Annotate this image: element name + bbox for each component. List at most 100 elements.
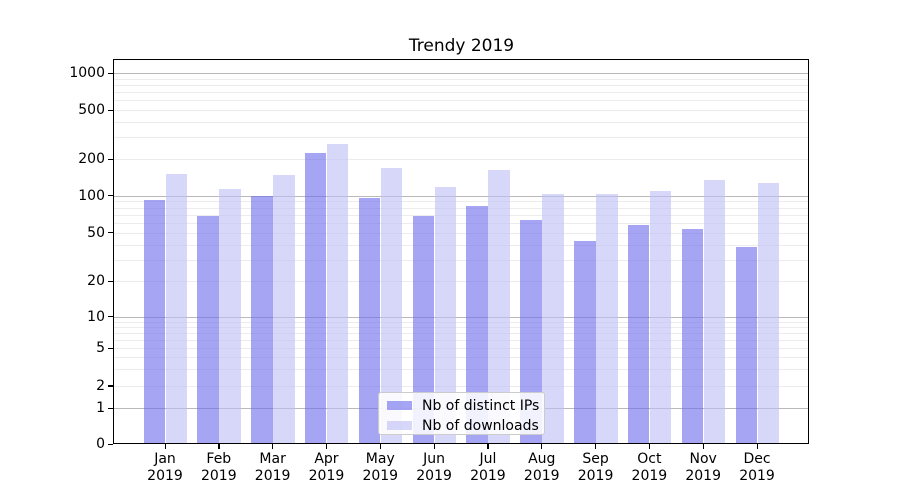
x-tick-label-jan-2019: Jan 2019 (147, 451, 183, 484)
y-tick-mark-500 (108, 109, 113, 111)
x-tick-label-oct-2019: Oct 2019 (631, 451, 668, 484)
y-tick-mark-20 (108, 280, 113, 282)
legend-item-distinct-ips: Nb of distinct IPs (387, 397, 544, 414)
x-tick-label-may-2019: May 2019 (362, 451, 399, 484)
x-tick-mark-oct-2019 (648, 444, 651, 449)
gridline-minor-40 (114, 244, 808, 246)
gridline-major-1000 (114, 73, 808, 75)
gridline-minor-30 (114, 259, 808, 261)
y-tick-mark-1 (108, 407, 113, 409)
gridline-minor-900 (114, 78, 808, 80)
bar-nb-of-distinct-ips-nov-2019 (681, 228, 704, 444)
gridline-minor-7 (114, 332, 808, 334)
bar-nb-of-distinct-ips-sep-2019 (574, 240, 596, 444)
bar-nb-of-downloads-apr-2019 (326, 143, 349, 444)
x-tick-label-jul-2019: Jul 2019 (470, 451, 506, 484)
y-tick-label-100: 100 (78, 187, 105, 204)
y-tick-mark-0 (108, 443, 113, 445)
bar-nb-of-downloads-sep-2019 (596, 194, 618, 444)
bar-nb-of-distinct-ips-jan-2019 (143, 200, 165, 444)
x-tick-mark-jul-2019 (487, 444, 489, 449)
y-tick-label-0: 0 (96, 436, 105, 452)
bar-nb-of-downloads-mar-2019 (273, 174, 295, 444)
y-tick-label-5: 5 (96, 340, 105, 357)
bar-nb-of-distinct-ips-apr-2019 (304, 153, 327, 444)
bar-nb-of-downloads-may-2019 (380, 167, 403, 444)
gridline-major-100 (114, 195, 808, 197)
chart-title: Trendy 2019 (408, 36, 515, 56)
x-tick-mark-aug-2019 (541, 444, 543, 449)
bar-nb-of-downloads-dec-2019 (757, 183, 780, 444)
y-tick-mark-200 (108, 158, 113, 160)
bar-nb-of-downloads-aug-2019 (542, 194, 564, 444)
x-tick-label-nov-2019: Nov 2019 (685, 451, 721, 484)
x-tick-label-feb-2019: Feb 2019 (200, 451, 237, 484)
gridline-minor-500 (114, 110, 808, 111)
gridline-minor-90 (114, 201, 808, 203)
gridline-minor-700 (114, 92, 808, 94)
y-tick-label-20: 20 (87, 273, 105, 290)
gridline-minor-4 (114, 357, 808, 359)
gridline-minor-80 (114, 207, 808, 209)
x-tick-mark-jun-2019 (433, 444, 435, 449)
y-tick-label-2: 2 (96, 377, 105, 394)
y-tick-mark-5 (108, 347, 113, 349)
bar-nb-of-distinct-ips-mar-2019 (251, 196, 273, 444)
bar-nb-of-downloads-oct-2019 (649, 190, 672, 444)
y-tick-mark-1000 (108, 72, 113, 74)
y-tick-label-10: 10 (87, 308, 105, 325)
bar-nb-of-downloads-jul-2019 (488, 169, 510, 444)
bar-nb-of-distinct-ips-dec-2019 (735, 247, 758, 444)
gridline-minor-800 (114, 85, 808, 87)
bar-nb-of-downloads-nov-2019 (703, 179, 726, 444)
gridline-major-10 (114, 316, 808, 318)
x-tick-label-sep-2019: Sep 2019 (577, 451, 614, 484)
gridline-minor-60 (114, 222, 808, 224)
x-tick-mark-apr-2019 (325, 444, 328, 449)
y-tick-label-200: 200 (78, 151, 105, 167)
gridline-minor-8 (114, 326, 808, 328)
y-tick-mark-10 (108, 316, 113, 318)
y-tick-label-1000: 1000 (69, 65, 105, 82)
x-tick-label-apr-2019: Apr 2019 (308, 451, 345, 484)
bar-nb-of-downloads-jan-2019 (165, 174, 187, 444)
gridline-minor-600 (114, 100, 808, 102)
bar-nb-of-distinct-ips-feb-2019 (197, 216, 219, 444)
legend-swatch-downloads (387, 421, 412, 430)
gridline-minor-9 (114, 321, 808, 323)
gridline-minor-2 (114, 385, 808, 387)
x-tick-mark-may-2019 (379, 444, 381, 449)
gridline-minor-5 (114, 348, 808, 350)
x-tick-mark-sep-2019 (595, 444, 597, 449)
x-tick-mark-jan-2019 (164, 444, 166, 449)
bar-nb-of-distinct-ips-aug-2019 (520, 220, 542, 444)
bar-nb-of-distinct-ips-jun-2019 (412, 215, 435, 444)
y-tick-label-50: 50 (87, 224, 105, 241)
legend-swatch-distinct-ips (387, 401, 412, 410)
gridline-minor-3 (114, 369, 808, 371)
gridline-minor-70 (114, 214, 808, 216)
x-tick-mark-nov-2019 (702, 444, 704, 449)
y-tick-mark-2 (108, 385, 113, 387)
bar-nb-of-distinct-ips-may-2019 (358, 197, 381, 444)
y-tick-mark-100 (108, 195, 113, 197)
bar-nb-of-downloads-feb-2019 (219, 189, 241, 444)
x-tick-label-mar-2019: Mar 2019 (254, 451, 291, 484)
x-tick-label-aug-2019: Aug 2019 (523, 451, 560, 484)
y-tick-label-1: 1 (96, 400, 105, 417)
x-tick-mark-dec-2019 (756, 444, 758, 449)
legend-label-downloads: Nb of downloads (422, 417, 539, 434)
gridline-minor-6 (114, 339, 808, 341)
x-tick-label-dec-2019: Dec 2019 (739, 451, 775, 484)
bar-nb-of-downloads-jun-2019 (434, 186, 457, 444)
y-tick-mark-50 (108, 232, 113, 234)
bar-nb-of-distinct-ips-jul-2019 (466, 205, 488, 444)
bar-nb-of-distinct-ips-oct-2019 (627, 224, 650, 444)
gridline-minor-20 (114, 281, 808, 283)
legend: Nb of distinct IPs Nb of downloads (378, 392, 545, 435)
gridline-minor-50 (114, 232, 808, 234)
x-tick-label-jun-2019: Jun 2019 (416, 451, 452, 484)
gridline-minor-200 (114, 159, 808, 160)
x-tick-mark-mar-2019 (272, 444, 274, 449)
